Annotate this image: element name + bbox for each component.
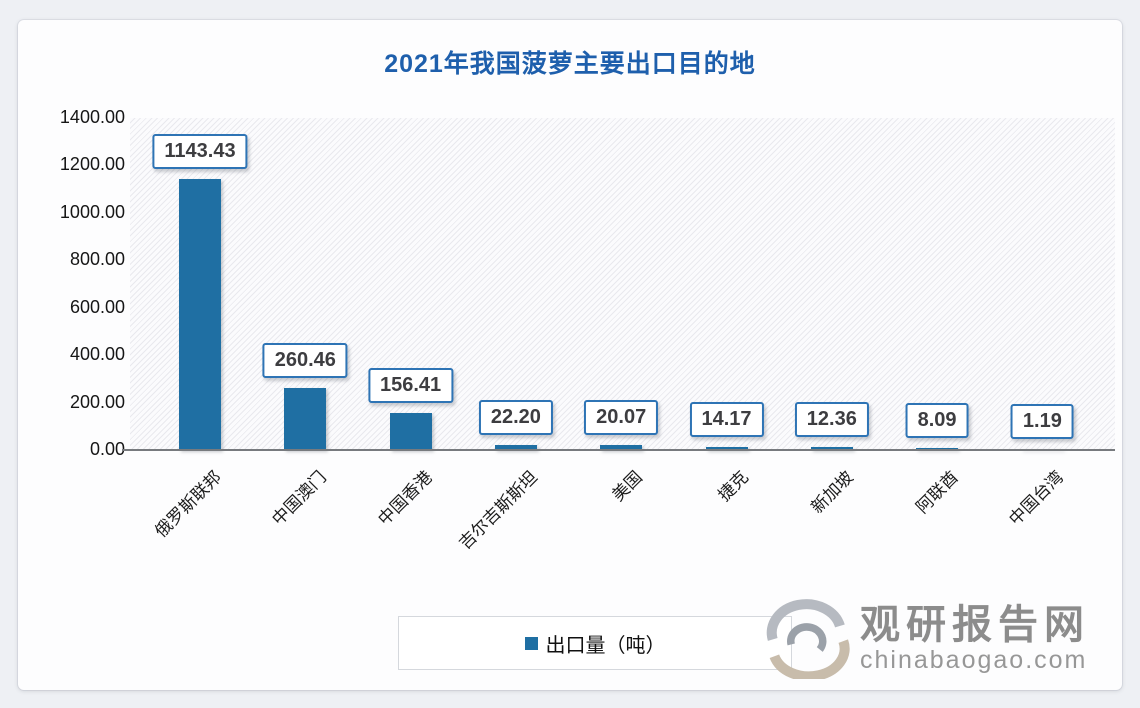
y-tick-label: 200.00 <box>69 391 125 412</box>
bar <box>179 178 221 450</box>
bar <box>494 444 537 450</box>
y-tick-label: 1000.00 <box>59 201 125 222</box>
value-label-box: 156.41 <box>368 367 454 403</box>
value-label-box: 1143.43 <box>152 133 248 169</box>
value-label-box: 20.07 <box>584 400 659 436</box>
brand-swirl-icon <box>766 599 850 679</box>
brand-url: chinabaogao.com <box>860 646 1088 675</box>
y-tick-label: 400.00 <box>69 344 125 365</box>
chart-panel: 2021年我国菠萝主要出口目的地 1400.00 1200.00 1000.00 80… <box>18 20 1122 690</box>
legend: 出口量（吨） <box>398 616 792 670</box>
value-label-box: 8.09 <box>905 403 969 439</box>
brand-logo: 观研报告网 chinabaogao.com <box>766 588 1122 690</box>
value-label-box: 1.19 <box>1010 404 1074 439</box>
value-label-box: 260.46 <box>262 343 348 379</box>
value-label-box: 22.20 <box>478 399 553 435</box>
value-label-box: 12.36 <box>794 402 869 438</box>
value-label-box: 14.17 <box>689 401 764 437</box>
legend-label: 出口量（吨） <box>545 634 666 657</box>
y-tick-label: 0.00 <box>89 439 125 459</box>
bar <box>600 445 643 450</box>
bar <box>389 412 432 450</box>
y-tick-label: 1200.00 <box>59 154 125 175</box>
bar <box>284 388 327 450</box>
legend-marker-icon <box>524 636 538 650</box>
x-axis-line <box>122 449 1115 451</box>
y-tick-label: 800.00 <box>69 249 125 270</box>
brand-name: 观研报告网 <box>860 603 1090 648</box>
brand-text-block: 观研报告网 chinabaogao.com <box>860 603 1090 675</box>
y-tick-label: 1400.00 <box>59 107 125 127</box>
bar <box>705 446 748 450</box>
chart-title: 2021年我国菠萝主要出口目的地 <box>384 50 756 78</box>
y-tick-label: 600.00 <box>69 296 125 317</box>
bar <box>810 447 853 450</box>
